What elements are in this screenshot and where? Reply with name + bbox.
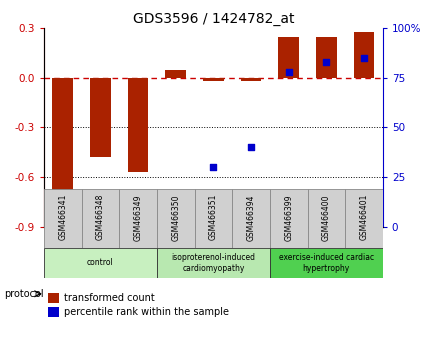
- Bar: [128, 78, 148, 172]
- Bar: [308, 189, 345, 248]
- Bar: [44, 189, 82, 248]
- Bar: [194, 189, 232, 248]
- Text: GSM466349: GSM466349: [134, 194, 143, 241]
- Bar: [270, 189, 308, 248]
- Bar: [316, 36, 337, 78]
- Text: GSM466399: GSM466399: [284, 194, 293, 241]
- Point: [97, 220, 104, 225]
- Point: [210, 164, 217, 170]
- Bar: [52, 78, 73, 210]
- Bar: [203, 78, 224, 81]
- Bar: [157, 248, 270, 278]
- Bar: [354, 32, 374, 78]
- Point: [323, 59, 330, 65]
- Point: [135, 220, 142, 225]
- Bar: [157, 189, 194, 248]
- Text: GSM466350: GSM466350: [171, 194, 180, 241]
- Bar: [279, 36, 299, 78]
- Bar: [241, 78, 261, 81]
- Bar: [345, 189, 383, 248]
- Bar: [90, 78, 111, 157]
- Text: GSM466348: GSM466348: [96, 194, 105, 240]
- Bar: [119, 189, 157, 248]
- Text: GSM466351: GSM466351: [209, 194, 218, 240]
- Title: GDS3596 / 1424782_at: GDS3596 / 1424782_at: [132, 12, 294, 26]
- Point: [248, 144, 255, 150]
- Text: control: control: [87, 258, 114, 267]
- Text: percentile rank within the sample: percentile rank within the sample: [64, 307, 229, 317]
- Bar: [270, 248, 383, 278]
- Text: GSM466341: GSM466341: [59, 194, 67, 240]
- Point: [172, 220, 179, 225]
- Bar: [232, 189, 270, 248]
- Text: GSM466401: GSM466401: [359, 194, 368, 240]
- Bar: [44, 248, 157, 278]
- Text: transformed count: transformed count: [64, 293, 154, 303]
- Text: GSM466400: GSM466400: [322, 194, 331, 241]
- Bar: [165, 70, 186, 78]
- Text: GSM466394: GSM466394: [246, 194, 256, 241]
- Bar: [82, 189, 119, 248]
- Text: protocol: protocol: [4, 289, 44, 299]
- Point: [285, 69, 292, 75]
- Text: isoproterenol-induced
cardiomyopathy: isoproterenol-induced cardiomyopathy: [172, 253, 255, 273]
- Point: [59, 220, 66, 225]
- Point: [360, 55, 367, 61]
- Text: exercise-induced cardiac
hypertrophy: exercise-induced cardiac hypertrophy: [279, 253, 374, 273]
